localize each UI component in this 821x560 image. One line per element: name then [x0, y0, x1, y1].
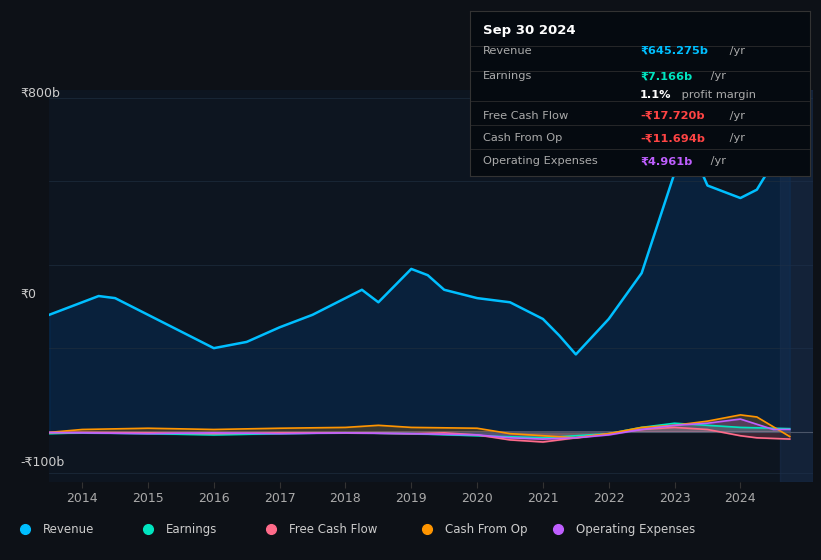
Text: Earnings: Earnings — [484, 72, 533, 81]
Text: Cash From Op: Cash From Op — [484, 133, 562, 143]
Text: -₹100b: -₹100b — [21, 455, 65, 469]
Text: ₹645.275b: ₹645.275b — [640, 46, 708, 56]
Text: Earnings: Earnings — [166, 522, 218, 536]
Text: Revenue: Revenue — [43, 522, 94, 536]
Text: Revenue: Revenue — [484, 46, 533, 56]
Text: Operating Expenses: Operating Expenses — [484, 156, 598, 166]
Text: ₹7.166b: ₹7.166b — [640, 72, 692, 81]
Text: Sep 30 2024: Sep 30 2024 — [484, 25, 576, 38]
Bar — [780, 90, 813, 482]
Text: profit margin: profit margin — [678, 90, 756, 100]
Text: /yr: /yr — [726, 133, 745, 143]
Text: Free Cash Flow: Free Cash Flow — [484, 111, 568, 121]
Text: /yr: /yr — [726, 111, 745, 121]
Text: ₹800b: ₹800b — [21, 87, 61, 100]
Text: 1.1%: 1.1% — [640, 90, 672, 100]
Text: /yr: /yr — [726, 46, 745, 56]
Text: ₹0: ₹0 — [21, 287, 36, 301]
Text: Operating Expenses: Operating Expenses — [576, 522, 695, 536]
Text: /yr: /yr — [707, 156, 726, 166]
Text: /yr: /yr — [707, 72, 726, 81]
Text: -₹11.694b: -₹11.694b — [640, 133, 705, 143]
Text: Cash From Op: Cash From Op — [445, 522, 527, 536]
Text: ₹4.961b: ₹4.961b — [640, 156, 692, 166]
Text: Free Cash Flow: Free Cash Flow — [289, 522, 378, 536]
Text: -₹17.720b: -₹17.720b — [640, 111, 704, 121]
